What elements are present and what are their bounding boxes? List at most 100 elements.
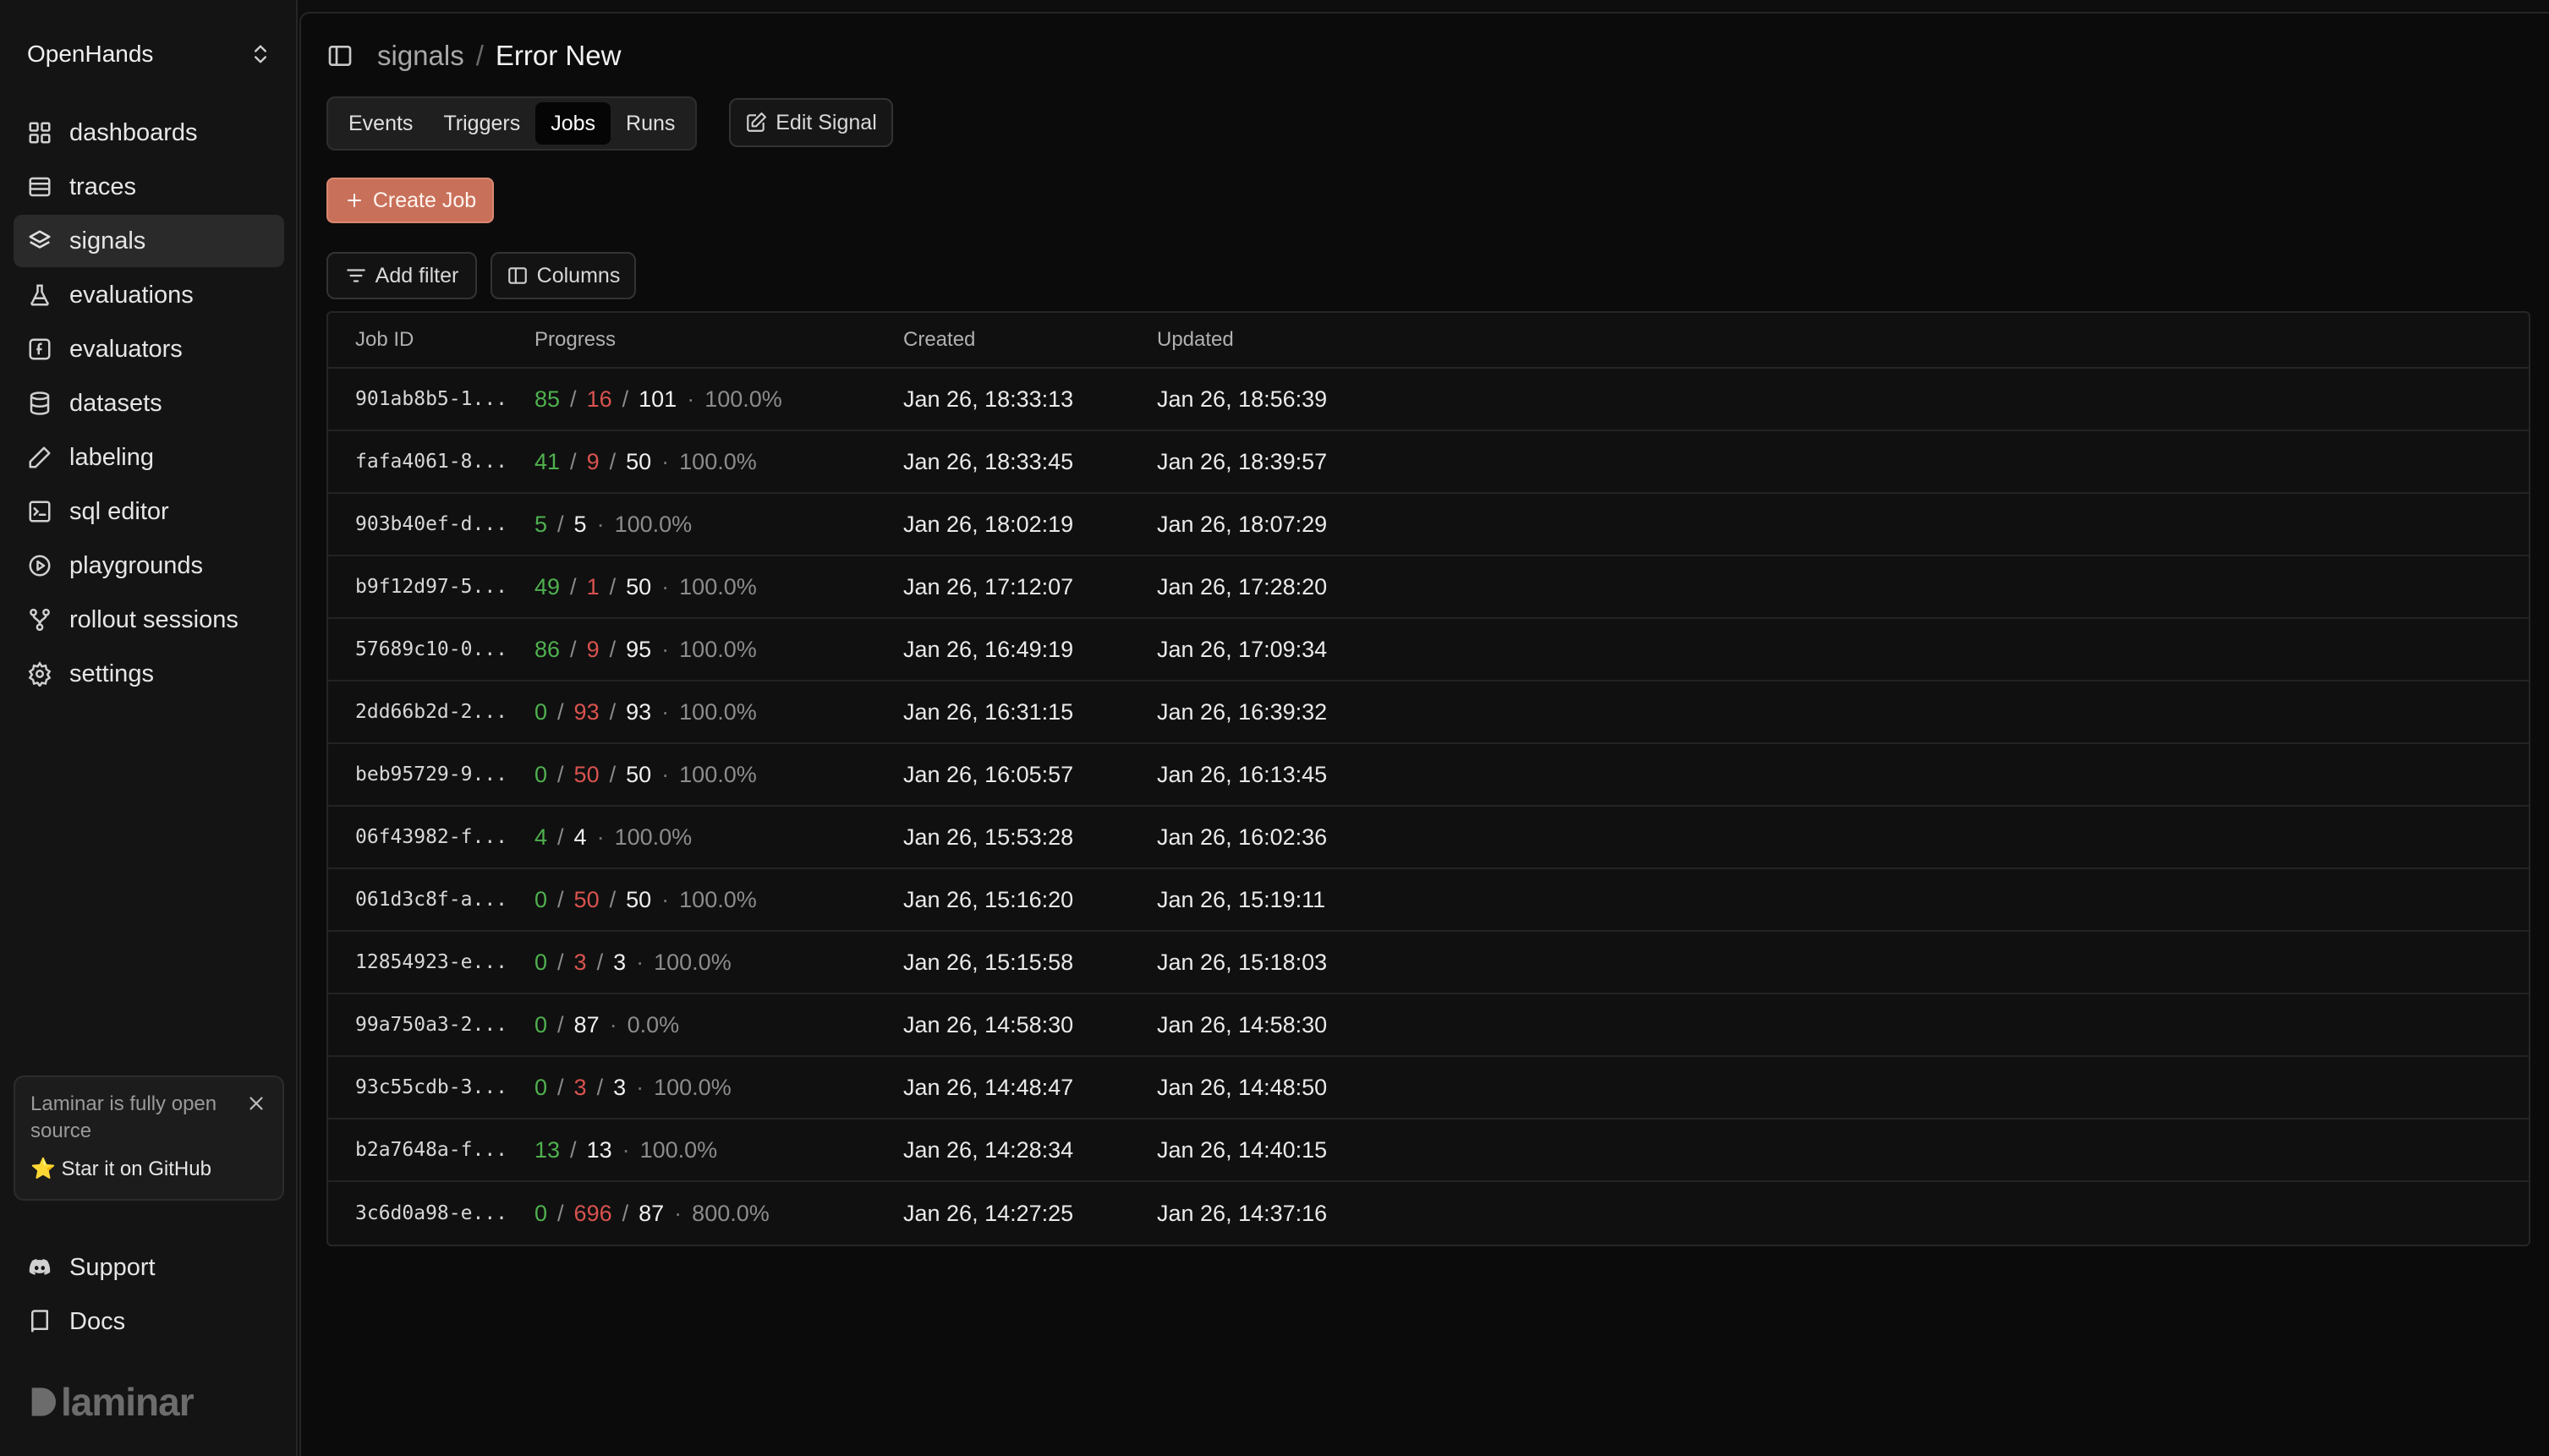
progress-total: 101 [639, 386, 677, 412]
created-cell: Jan 26, 14:48:47 [903, 1074, 1074, 1100]
table-row[interactable]: fafa4061-8... 41 / 9 / 50 · 100.0% Jan 26, 18:33… [328, 431, 2529, 494]
progress-percent: 100.0% [679, 886, 757, 912]
progress-dot: · [674, 1200, 682, 1226]
job-id-cell: 901ab8b5-1... [355, 388, 508, 410]
progress-total: 4 [573, 824, 587, 850]
star-github-link[interactable]: ⭐ Star it on GitHub [30, 1158, 211, 1180]
column-header-created[interactable]: Created [903, 328, 976, 351]
progress-total: 50 [626, 448, 652, 474]
sidebar-item-evaluators[interactable]: evaluators [14, 323, 284, 375]
table-row[interactable]: b2a7648a-f... 13 / 13 · 100.0% Jan 26, 14:28:3… [328, 1119, 2529, 1182]
tab-jobs[interactable]: Jobs [535, 102, 611, 145]
updated-cell: Jan 26, 14:37:16 [1157, 1200, 1328, 1226]
progress-dot: · [636, 1074, 644, 1100]
table-row[interactable]: beb95729-9... 0 / 50 / 50 · 100.0% Jan 26, 16:05… [328, 744, 2529, 807]
table-row[interactable]: 061d3c8f-a... 0 / 50 / 50 · 100.0% Jan 26, 15:16… [328, 869, 2529, 932]
progress-cell: 5 / 5 · 100.0% [531, 512, 903, 538]
branch-icon [30, 608, 50, 632]
table-row[interactable]: 99a750a3-2... 0 / 87 · 0.0% Jan 26, 14:58:30 Ja… [328, 994, 2529, 1057]
job-id-cell: b9f12d97-5... [355, 576, 508, 598]
progress-success: 4 [534, 824, 548, 850]
sidebar-item-label: labeling [69, 443, 154, 471]
sidebar-item-dashboards[interactable]: dashboards [14, 107, 284, 159]
progress-percent: 800.0% [692, 1200, 770, 1226]
progress-success: 0 [534, 1074, 548, 1100]
create-job-button[interactable]: Create Job [326, 178, 494, 223]
close-icon[interactable] [245, 1092, 267, 1114]
table-row[interactable]: 93c55cdb-3... 0 / 3 / 3 · 100.0% Jan 26, 14:48:4… [328, 1057, 2529, 1119]
created-cell: Jan 26, 15:16:20 [903, 886, 1074, 912]
progress-percent: 100.0% [654, 1074, 732, 1100]
job-id-cell: 57689c10-0... [355, 638, 508, 660]
job-id-cell: 12854923-e... [355, 951, 508, 973]
progress-total: 3 [613, 949, 627, 975]
progress-percent: 100.0% [679, 636, 757, 662]
edit-signal-button[interactable]: Edit Signal [729, 98, 893, 147]
progress-dot: · [661, 886, 670, 912]
sidebar-item-label: evaluators [69, 335, 183, 363]
table-row[interactable]: 06f43982-f... 4 / 4 · 100.0% Jan 26, 15:53:28 J… [328, 807, 2529, 869]
created-cell: Jan 26, 18:33:13 [903, 386, 1074, 412]
column-header-updated[interactable]: Updated [1157, 328, 1234, 351]
table-row[interactable]: 2dd66b2d-2... 0 / 93 / 93 · 100.0% Jan 26, 16:31… [328, 681, 2529, 744]
table-row[interactable]: 903b40ef-d... 5 / 5 · 100.0% Jan 26, 18:02:19 J… [328, 494, 2529, 556]
progress-success: 0 [534, 886, 548, 912]
sidebar-item-settings[interactable]: settings [14, 648, 284, 700]
progress-cell: 0 / 3 / 3 · 100.0% [531, 1075, 903, 1101]
progress-success: 0 [534, 698, 548, 725]
column-header-progress[interactable]: Progress [534, 328, 617, 351]
pen-icon [29, 446, 51, 468]
tab-triggers[interactable]: Triggers [443, 111, 521, 135]
sidebar-item-datasets[interactable]: datasets [14, 377, 284, 430]
progress-dot: · [622, 1136, 630, 1163]
breadcrumb-signals[interactable]: signals [377, 40, 464, 71]
progress-separator: / [570, 386, 577, 412]
progress-separator: / [557, 1200, 564, 1226]
progress-separator: / [570, 573, 577, 599]
table-row[interactable]: 901ab8b5-1... 85 / 16 / 101 · 100.0% Jan 26, 18:… [328, 369, 2529, 431]
sidebar-item-label: evaluations [69, 281, 194, 309]
progress-success: 5 [534, 511, 548, 537]
progress-success: 85 [534, 386, 561, 412]
updated-cell: Jan 26, 17:09:34 [1157, 636, 1328, 662]
org-switcher[interactable]: OpenHands [27, 37, 272, 71]
edit-signal-label: Edit Signal [776, 110, 877, 134]
progress-separator: / [557, 949, 564, 975]
sidebar-item-labeling[interactable]: labeling [14, 431, 284, 484]
progress-failed: 9 [586, 636, 600, 662]
sidebar-item-sql-editor[interactable]: sql editor [14, 485, 284, 538]
created-cell: Jan 26, 18:02:19 [903, 511, 1074, 537]
sidebar-item-evaluations[interactable]: evaluations [14, 269, 284, 321]
sidebar-footer: Support Docs [14, 1241, 284, 1349]
progress-cell: 41 / 9 / 50 · 100.0% [531, 449, 903, 475]
sidebar-item-label: settings [69, 660, 154, 687]
flask-icon [30, 284, 49, 306]
tab-events[interactable]: Events [348, 111, 414, 135]
progress-dot: · [596, 511, 605, 537]
column-header-job-id[interactable]: Job ID [355, 328, 414, 351]
progress-total: 95 [626, 636, 652, 662]
job-id-cell: 2dd66b2d-2... [355, 701, 508, 723]
table-row[interactable]: 3c6d0a98-e... 0 / 696 / 87 · 800.0% Jan 26, 14:2… [328, 1182, 2529, 1245]
progress-separator: / [557, 1074, 564, 1100]
table-row[interactable]: b9f12d97-5... 49 / 1 / 50 · 100.0% Jan 26, 17:12… [328, 556, 2529, 619]
tab-runs[interactable]: Runs [626, 111, 676, 135]
updated-cell: Jan 26, 17:28:20 [1157, 573, 1328, 599]
sidebar-item-playgrounds[interactable]: playgrounds [14, 539, 284, 592]
add-filter-button[interactable]: Add filter [326, 252, 477, 299]
sidebar-item-traces[interactable]: traces [14, 161, 284, 213]
sidebar-toggle-icon[interactable] [326, 42, 354, 69]
sidebar-item-rollout-sessions[interactable]: rollout sessions [14, 594, 284, 646]
sidebar-item-docs[interactable]: Docs [14, 1295, 284, 1348]
sidebar-item-signals[interactable]: signals [14, 215, 284, 267]
progress-failed: 16 [586, 386, 612, 412]
updated-cell: Jan 26, 18:56:39 [1157, 386, 1328, 412]
progress-separator: / [622, 1200, 629, 1226]
columns-button[interactable]: Columns [491, 252, 636, 299]
table-row[interactable]: 57689c10-0... 86 / 9 / 95 · 100.0% Jan 26, 16:49… [328, 619, 2529, 681]
table-row[interactable]: 12854923-e... 0 / 3 / 3 · 100.0% Jan 26, 15:15:5… [328, 932, 2529, 994]
created-cell: Jan 26, 16:05:57 [903, 761, 1074, 787]
sidebar-item-support[interactable]: Support [14, 1241, 284, 1294]
progress-percent: 100.0% [679, 698, 757, 725]
progress-total: 13 [586, 1136, 612, 1163]
